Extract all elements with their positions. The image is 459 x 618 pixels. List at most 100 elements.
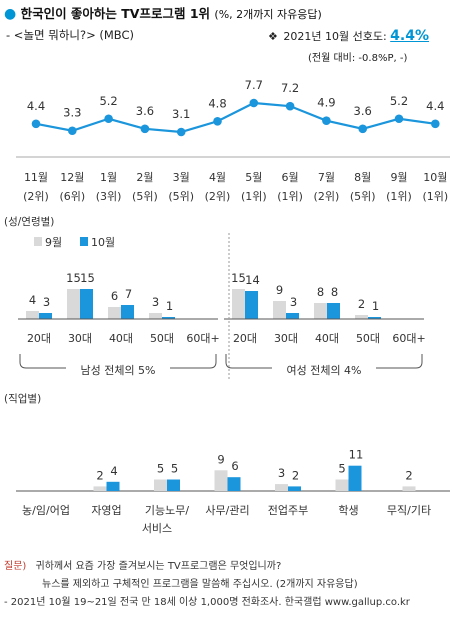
data-point — [394, 114, 404, 124]
bar-oct — [106, 481, 120, 491]
data-point — [431, 119, 440, 129]
bar-value-label: 3 — [290, 295, 297, 309]
question-line-1: 귀하께서 요즘 가장 즐겨보시는 TV프로그램은 무엇입니까? — [35, 561, 282, 572]
chart-title: ● 한국인이 좋아하는 TV프로그램 1위 (%, 2개까지 자유응답) — [4, 3, 322, 22]
data-point — [285, 101, 295, 111]
data-point — [104, 114, 113, 124]
data-point — [68, 126, 77, 136]
point-value-label: 4.4 — [426, 99, 444, 113]
point-value-label: 5.2 — [99, 94, 117, 108]
data-point — [249, 98, 259, 108]
rank-tick-label: (1위) — [277, 190, 303, 203]
month-tick-label: 5월 — [245, 171, 262, 184]
bar-value-label: 8 — [331, 285, 338, 299]
bar-sep — [214, 470, 228, 491]
rank-tick-label: (6위) — [59, 190, 85, 203]
notes: 질문) 귀하께서 요즘 가장 즐겨보시는 TV프로그램은 무엇입니까? 뉴스를 … — [4, 558, 410, 612]
bar-value-label: 6 — [111, 289, 118, 303]
occupation-tick-label: 사무/관리 — [205, 504, 249, 517]
month-tick-label: 12월 — [60, 171, 84, 184]
occupation-tick-label: 학생 — [338, 504, 358, 517]
section-label: (성/연령별) — [4, 216, 54, 228]
question-label: 질문) — [4, 561, 27, 572]
rank-tick-label: (2위) — [314, 190, 340, 203]
age-tick-label: 60대+ — [186, 332, 219, 345]
source-line: - 2021년 10월 19~21일 전국 만 18세 이상 1,000명 전화… — [4, 597, 410, 608]
month-tick-label: 10월 — [423, 171, 447, 184]
bar-value-label: 8 — [317, 285, 324, 299]
age-tick-label: 40대 — [109, 332, 133, 345]
title-sub: (%, 2개까지 자유응답) — [214, 8, 322, 21]
month-tick-label: 2월 — [136, 171, 153, 184]
bar-value-label: 1 — [166, 299, 173, 313]
month-tick-label: 11월 — [24, 171, 48, 184]
bar-oct — [167, 479, 180, 491]
group-label-bg — [66, 362, 170, 376]
bar-oct — [162, 317, 175, 319]
bar-value-label: 7 — [125, 287, 132, 301]
data-point — [140, 124, 150, 134]
bar-oct — [286, 313, 299, 319]
rank-tick-label: (2위) — [205, 190, 231, 203]
bar-sep — [335, 479, 349, 491]
rank-tick-label: (5위) — [168, 190, 194, 203]
bar-sep — [154, 479, 167, 491]
bar-value-label: 5 — [157, 462, 164, 476]
legend-swatch-oct — [80, 237, 88, 246]
age-tick-label: 30대 — [68, 332, 92, 345]
title-bullet-icon: ● — [4, 6, 17, 22]
point-value-label: 3.6 — [136, 104, 154, 118]
diamond-icon: ❖ — [268, 30, 278, 43]
bar-value-label: 3 — [43, 295, 50, 309]
bar-value-label: 1 — [372, 299, 379, 313]
preference-line: ❖ 2021년 10월 선호도: 4.4% — [268, 28, 429, 44]
bar-value-label: 15 — [80, 271, 95, 285]
bar-sep — [402, 486, 416, 491]
rank-tick-label: (1위) — [241, 190, 267, 203]
bar-sep — [149, 313, 162, 319]
occupation-tick-label: 서비스 — [142, 522, 172, 535]
age-tick-label: 40대 — [315, 332, 339, 345]
point-value-label: 7.2 — [281, 81, 299, 95]
bar-oct — [327, 303, 340, 319]
bar-value-label: 3 — [152, 295, 159, 309]
month-tick-label: 7월 — [318, 171, 335, 184]
data-point — [322, 116, 331, 125]
bar-sep — [232, 289, 245, 319]
data-point — [31, 119, 41, 129]
data-point — [213, 116, 222, 126]
bar-sep — [275, 484, 288, 491]
bar-value-label: 2 — [96, 468, 103, 482]
question-line-2: 뉴스를 제외하고 구체적인 프로그램을 말씀해 주십시오. (2개까지 자유응답… — [42, 579, 358, 590]
bar-oct — [288, 486, 301, 491]
point-value-label: 4.4 — [27, 99, 45, 113]
bar-oct — [39, 313, 52, 319]
title-main: 한국인이 좋아하는 TV프로그램 1위 — [20, 6, 211, 21]
point-value-label: 4.9 — [317, 96, 335, 110]
bar-value-label: 15 — [66, 271, 81, 285]
age-tick-label: 20대 — [233, 332, 257, 345]
age-tick-label: 30대 — [274, 332, 298, 345]
bar-value-label: 3 — [278, 466, 285, 480]
data-point — [176, 127, 186, 137]
bar-oct — [368, 317, 381, 319]
bar-value-label: 2 — [358, 297, 365, 311]
bar-value-label: 15 — [231, 271, 246, 285]
occupation-tick-label: 무직/기타 — [387, 504, 431, 517]
point-value-label: 5.2 — [390, 94, 408, 108]
occupation-tick-label: 기능노무/ — [145, 504, 189, 517]
bar-value-label: 5 — [338, 462, 345, 476]
rank-tick-label: (2위) — [23, 190, 49, 203]
month-tick-label: 1월 — [100, 171, 117, 184]
rank-tick-label: (1위) — [422, 190, 448, 203]
bar-sep — [108, 307, 121, 319]
bar-sep — [355, 315, 368, 319]
program-subtitle: - <놀면 뭐하니?> (MBC) — [6, 28, 135, 42]
bar-sep — [273, 301, 286, 319]
section-label: (직업별) — [4, 392, 41, 405]
preference-value: 4.4% — [390, 28, 429, 44]
bar-sep — [314, 303, 327, 319]
point-value-label: 7.7 — [245, 78, 263, 92]
bar-oct — [227, 477, 241, 491]
point-value-label: 3.3 — [63, 106, 81, 120]
